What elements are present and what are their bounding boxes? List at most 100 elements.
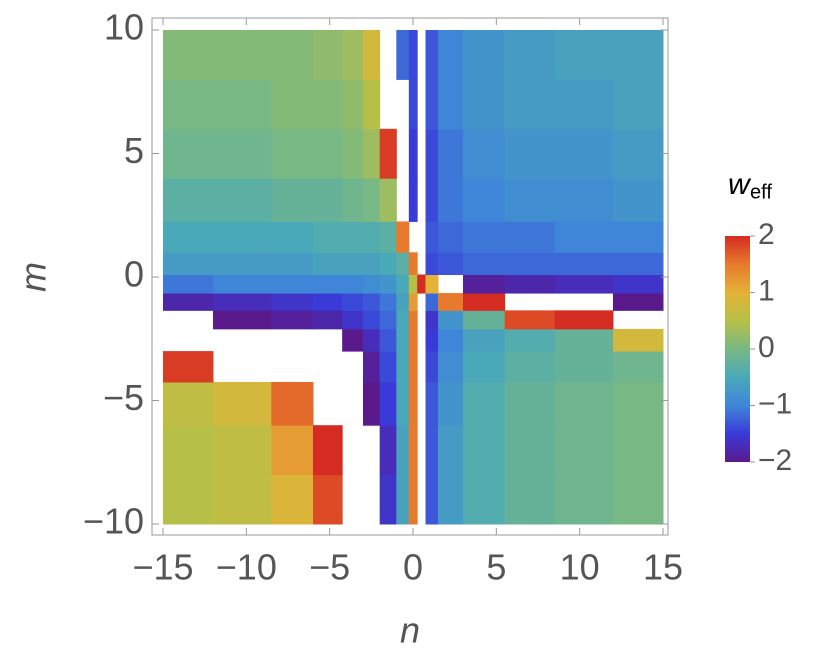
heatmap-cell — [342, 128, 364, 179]
heatmap-cell — [363, 293, 381, 311]
heatmap-cell — [438, 79, 464, 130]
heatmap-cell — [396, 425, 410, 476]
heatmap-cell — [463, 381, 506, 426]
heatmap-cell — [213, 178, 272, 222]
heatmap-cell — [408, 252, 418, 276]
heatmap-cell — [438, 252, 464, 276]
heatmap-cell — [438, 328, 464, 352]
y-axis-label: m — [13, 262, 54, 292]
y-tick-label: 5 — [124, 130, 144, 171]
heatmap-cell — [342, 178, 364, 222]
heatmap-cell — [613, 252, 664, 276]
heatmap-cell — [504, 328, 556, 352]
heatmap-cell — [613, 293, 664, 311]
heatmap-cell — [408, 30, 418, 80]
y-tick-label: 0 — [124, 254, 144, 295]
heatmap-cell — [554, 128, 614, 179]
heatmap-cell — [613, 178, 664, 222]
heatmap-cell — [379, 252, 397, 276]
heatmap-cell — [396, 30, 410, 80]
heatmap-cell — [504, 310, 556, 330]
heatmap-cell — [438, 351, 464, 383]
heatmap-cell — [425, 474, 439, 525]
heatmap-cell — [438, 221, 464, 253]
heatmap-cell — [554, 178, 614, 222]
heatmap-cell — [425, 178, 439, 222]
heatmap-cell — [613, 221, 664, 253]
heatmap-cell — [554, 221, 614, 253]
heatmap-cell — [363, 178, 381, 222]
heatmap-cell — [363, 30, 381, 80]
heatmap-cell — [271, 293, 314, 311]
heatmap-cell — [342, 252, 364, 276]
y-tick-label: −5 — [103, 377, 144, 418]
heatmap-cell — [363, 351, 381, 383]
heatmap-cell — [379, 381, 397, 426]
y-tick-label: −10 — [83, 501, 144, 542]
heatmap-cell — [213, 310, 272, 330]
heatmap-cell — [271, 79, 314, 130]
heatmap-cell — [504, 79, 556, 130]
heatmap-cell — [408, 310, 418, 330]
heatmap-cell — [613, 425, 664, 476]
heatmap-cell — [504, 252, 556, 276]
heatmap-cell — [504, 351, 556, 383]
heatmap-cell — [554, 328, 614, 352]
heatmap-cell — [408, 351, 418, 383]
heatmap-cell — [554, 79, 614, 130]
heatmap-cell — [396, 293, 410, 311]
heatmap-cell — [463, 328, 506, 352]
heatmap-cell — [379, 178, 397, 222]
heatmap-cell — [313, 274, 343, 294]
heatmap-cell — [213, 274, 272, 294]
heatmap-cell — [463, 293, 506, 311]
heatmap-cell — [438, 128, 464, 179]
heatmap-cell — [438, 178, 464, 222]
heatmap-cell — [417, 274, 426, 294]
heatmap-cell — [363, 381, 381, 426]
heatmap-cell — [425, 79, 439, 130]
heatmap-cell — [379, 293, 397, 311]
colorbar-tick-label: 0 — [758, 331, 775, 364]
heatmap-cell — [342, 328, 364, 352]
x-tick-label: 5 — [486, 547, 506, 588]
heatmap-cell — [396, 381, 410, 426]
heatmap-cell — [396, 252, 410, 276]
heatmap-cell — [425, 328, 439, 352]
x-tick-label: −10 — [216, 547, 277, 588]
heatmap-cell — [425, 128, 439, 179]
heatmap-cells — [163, 30, 664, 525]
heatmap-cell — [438, 293, 464, 311]
heatmap-cell — [379, 425, 397, 476]
heatmap-cell — [313, 293, 343, 311]
heatmap-cell — [463, 351, 506, 383]
heatmap-cell — [554, 351, 614, 383]
heatmap-cell — [554, 252, 614, 276]
heatmap-cell — [425, 293, 439, 311]
heatmap-cell — [425, 425, 439, 476]
heatmap-cell — [271, 310, 314, 330]
heatmap-cell — [163, 274, 214, 294]
heatmap-cell — [163, 474, 214, 525]
heatmap-cell — [463, 221, 506, 253]
heatmap-cell — [379, 474, 397, 525]
heatmap-cell — [363, 274, 381, 294]
heatmap-cell — [271, 274, 314, 294]
heatmap-cell — [396, 310, 410, 330]
heatmap-cell — [213, 79, 272, 130]
heatmap-cell — [379, 274, 397, 294]
heatmap-cell — [313, 178, 343, 222]
heatmap-cell — [396, 221, 410, 253]
colorbar-tick-label: 1 — [758, 274, 775, 307]
heatmap-cell — [396, 474, 410, 525]
heatmap-cell — [342, 79, 364, 130]
heatmap-cell — [363, 79, 381, 130]
colorbar-label: w — [728, 168, 752, 201]
heatmap-cell — [271, 178, 314, 222]
heatmap-cell — [396, 351, 410, 383]
heatmap-cell — [438, 474, 464, 525]
heatmap-cell — [425, 252, 439, 276]
heatmap-cell — [271, 128, 314, 179]
heatmap-cell — [438, 310, 464, 330]
heatmap-cell — [396, 328, 410, 352]
